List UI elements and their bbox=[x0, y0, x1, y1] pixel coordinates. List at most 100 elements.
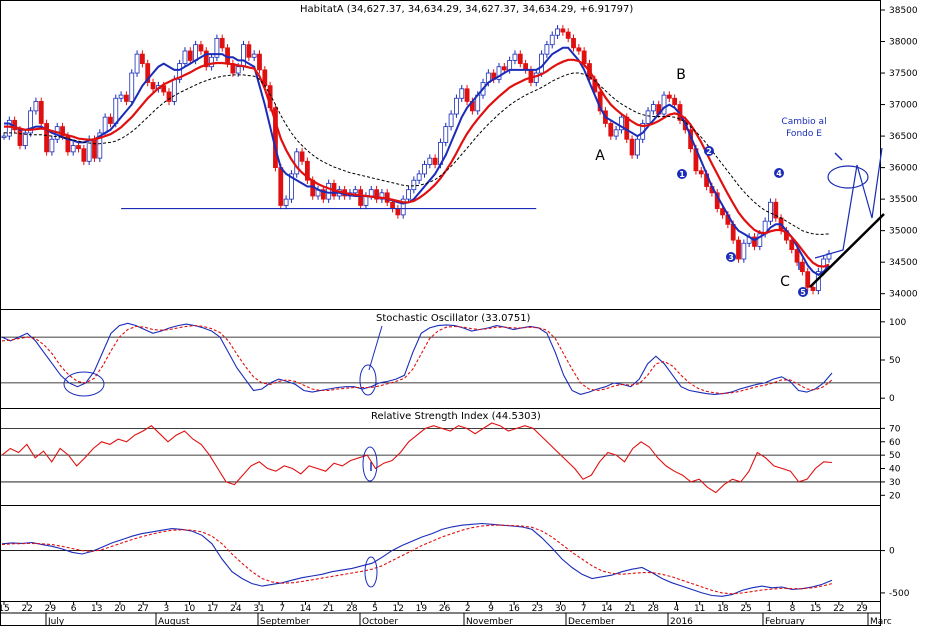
x-tick-label: 18 bbox=[717, 604, 729, 614]
candle bbox=[613, 129, 619, 137]
month-label: October bbox=[362, 617, 398, 626]
y-tick-label: 35000 bbox=[889, 227, 918, 237]
x-tick-label: 30 bbox=[555, 604, 567, 614]
candle bbox=[6, 119, 12, 137]
x-tick-label: 8 bbox=[790, 604, 796, 614]
candle bbox=[565, 31, 571, 39]
wave-letter: B bbox=[676, 67, 686, 83]
x-tick-label: 5 bbox=[372, 604, 378, 614]
y-tick-label: 34500 bbox=[889, 258, 918, 268]
x-tick-label: 3 bbox=[163, 604, 169, 614]
candle bbox=[432, 157, 438, 165]
candle bbox=[773, 201, 779, 219]
candle bbox=[794, 249, 800, 263]
wave-marker bbox=[726, 252, 736, 262]
candle bbox=[799, 261, 805, 273]
series-line-%K bbox=[1, 322, 833, 395]
month-label: Marc bbox=[870, 617, 892, 626]
y-tick-label: 50 bbox=[889, 451, 901, 461]
candle bbox=[517, 53, 523, 64]
candle bbox=[251, 53, 257, 58]
candle bbox=[629, 138, 635, 156]
x-tick-label: 22 bbox=[833, 604, 844, 614]
candle bbox=[193, 44, 199, 61]
candle bbox=[581, 50, 587, 64]
highlight-ellipse bbox=[63, 371, 105, 397]
wave-letter: C bbox=[780, 274, 790, 290]
candle bbox=[358, 189, 364, 206]
candle bbox=[214, 37, 220, 58]
month-label: August bbox=[158, 617, 190, 626]
candle bbox=[124, 94, 129, 102]
series-line-ma-black-dashed bbox=[4, 72, 830, 235]
candle bbox=[177, 63, 183, 80]
candle bbox=[666, 94, 672, 99]
candle bbox=[209, 56, 214, 68]
x-tick-label: 12 bbox=[392, 604, 403, 614]
candle bbox=[571, 37, 576, 49]
candle bbox=[241, 44, 246, 68]
candle bbox=[28, 110, 34, 134]
y-tick-label: 20 bbox=[889, 491, 901, 501]
y-tick-label: 37500 bbox=[889, 69, 918, 79]
candle bbox=[422, 164, 427, 175]
highlight-ellipse bbox=[364, 556, 378, 588]
series-line-ma-red bbox=[4, 58, 830, 268]
x-tick-label: 19 bbox=[416, 604, 428, 614]
candle bbox=[805, 271, 811, 288]
candle bbox=[395, 208, 401, 216]
wave-label: 2 bbox=[706, 147, 712, 156]
series-line-signal bbox=[1, 524, 833, 595]
candle bbox=[294, 151, 300, 175]
y-tick-label: 36500 bbox=[889, 132, 918, 142]
y-tick-label: 60 bbox=[889, 438, 901, 448]
candle bbox=[118, 94, 124, 99]
candle bbox=[1, 135, 7, 138]
candle bbox=[92, 138, 97, 159]
candle bbox=[496, 66, 502, 80]
candle bbox=[304, 160, 310, 181]
candle bbox=[720, 208, 725, 216]
candle bbox=[448, 113, 454, 128]
candle bbox=[235, 66, 241, 74]
target-ellipse bbox=[827, 165, 869, 189]
date-axis: 15 22 29 6 13 20 27 3 10 17 24 31 7 14 21 28 5 12 19 26 2 9 16… bbox=[0, 602, 892, 626]
candle bbox=[113, 97, 119, 124]
y-tick-label: 0 bbox=[889, 547, 895, 557]
note-label: Fondo E bbox=[786, 129, 822, 139]
highlight-ellipse bbox=[362, 446, 378, 482]
x-tick-label: 9 bbox=[488, 604, 494, 614]
candle bbox=[576, 47, 582, 52]
x-tick-label: 29 bbox=[45, 604, 57, 614]
projection-line bbox=[814, 147, 883, 259]
candle bbox=[464, 88, 470, 102]
y-tick-label: 30 bbox=[889, 478, 901, 488]
series-line-RSI bbox=[1, 422, 833, 494]
y-tick-label: -500 bbox=[889, 589, 910, 599]
wave-marker bbox=[704, 146, 714, 156]
wave-marker bbox=[774, 168, 784, 178]
candle bbox=[650, 104, 656, 112]
candle bbox=[44, 123, 49, 153]
candle bbox=[533, 72, 539, 83]
month-label: 2016 bbox=[670, 617, 693, 626]
candle bbox=[171, 78, 177, 102]
x-tick-label: 25 bbox=[740, 604, 751, 614]
candle bbox=[555, 28, 560, 36]
candle bbox=[427, 157, 433, 165]
x-tick-label: 7 bbox=[581, 604, 587, 614]
x-tick-label: 21 bbox=[624, 604, 635, 614]
wave-label: 5 bbox=[800, 288, 806, 297]
y-tick-label: 100 bbox=[889, 318, 906, 328]
x-tick-label: 22 bbox=[21, 604, 32, 614]
candle bbox=[757, 233, 763, 247]
candle bbox=[752, 236, 757, 247]
x-tick-label: 26 bbox=[439, 604, 451, 614]
x-tick-label: 4 bbox=[674, 604, 680, 614]
candle bbox=[736, 239, 741, 260]
candle bbox=[406, 189, 411, 200]
candle bbox=[411, 179, 417, 191]
x-tick-label: 10 bbox=[184, 604, 196, 614]
y-tick-label: 70 bbox=[889, 424, 901, 434]
